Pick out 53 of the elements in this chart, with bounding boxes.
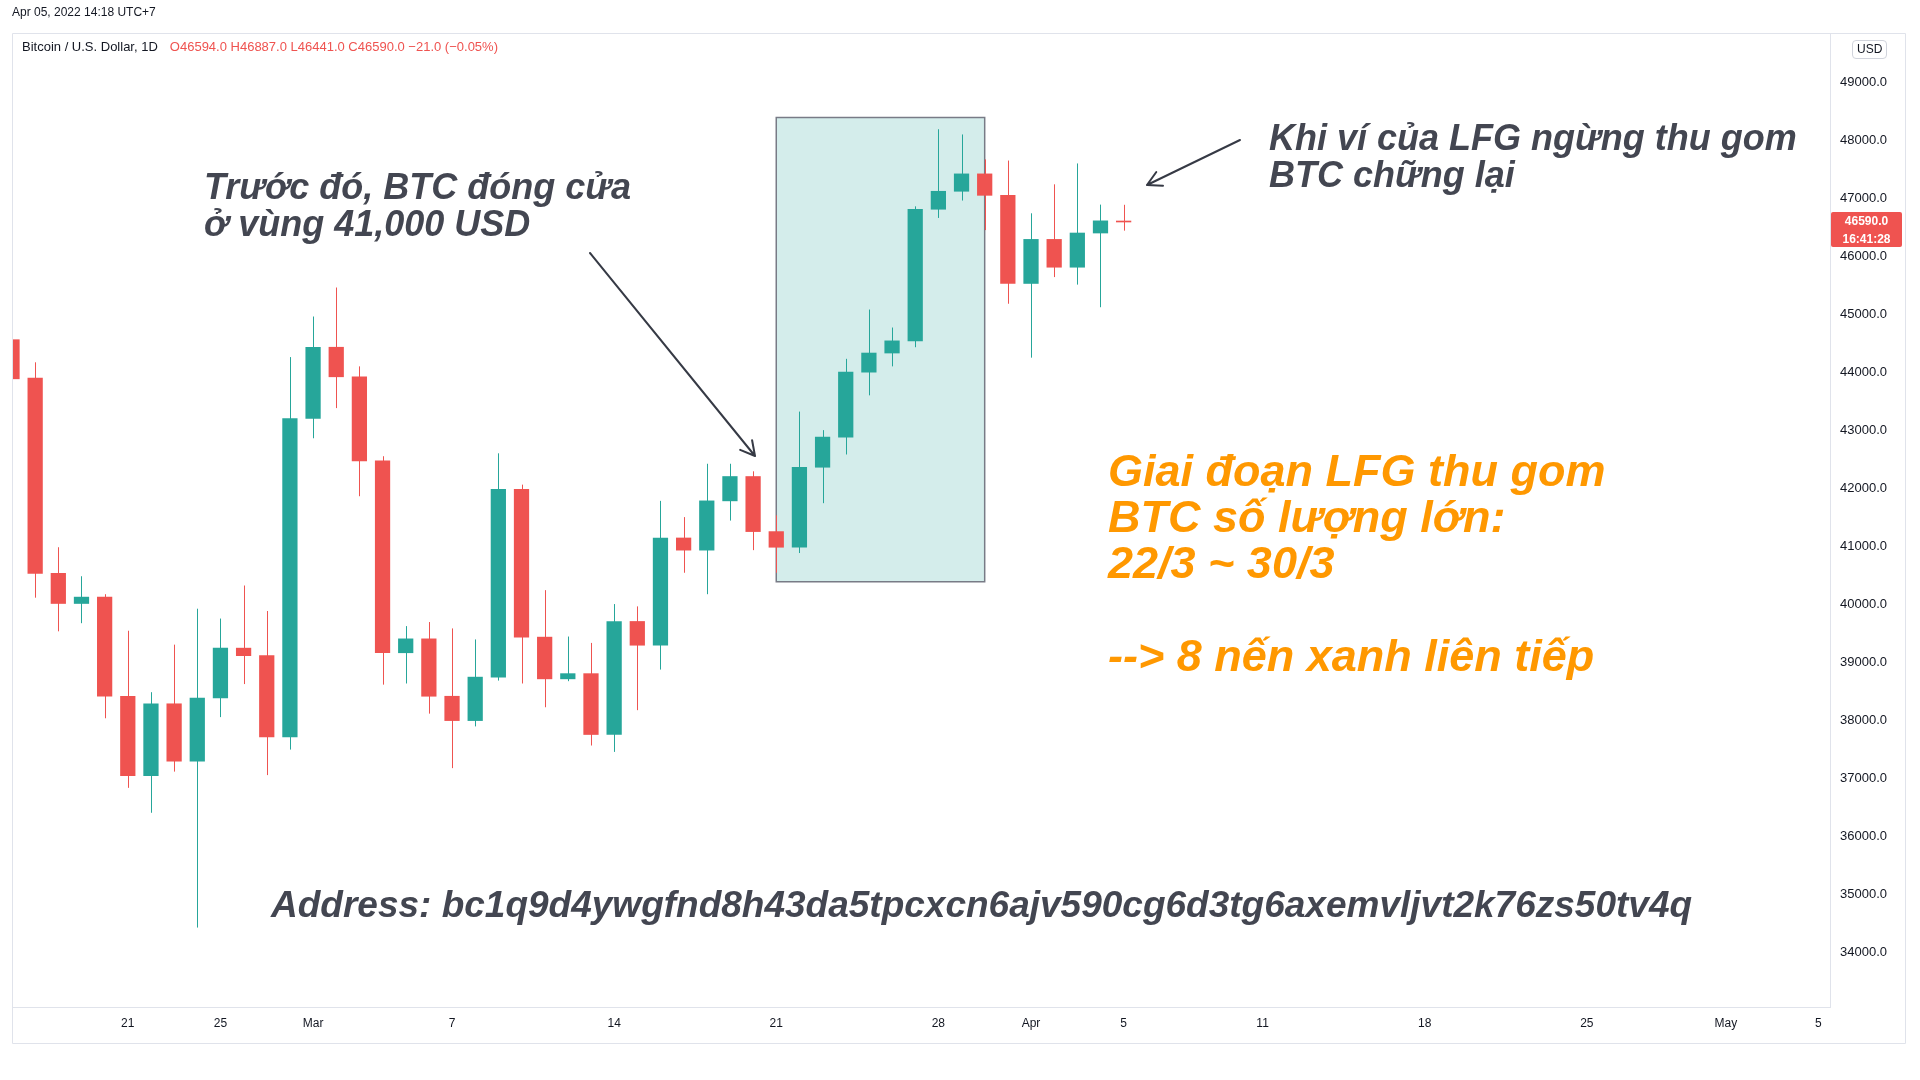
candlestick <box>861 309 877 396</box>
annotation: Khi ví của LFG ngừng thu gom BTC chững lại <box>1269 117 1797 195</box>
x-tick-label: Mar <box>302 1015 324 1030</box>
y-tick-label: 39000.0 <box>1840 653 1887 669</box>
y-tick-label: 48000.0 <box>1840 131 1887 147</box>
x-tick-label: 25 <box>213 1015 228 1030</box>
y-tick-label: 49000.0 <box>1840 73 1887 89</box>
candlestick <box>235 585 252 685</box>
x-tick-label: 11 <box>1256 1015 1270 1030</box>
y-tick-label: 42000.0 <box>1840 479 1887 495</box>
candlestick <box>1092 204 1109 308</box>
candlestick <box>930 128 946 219</box>
y-tick-label: 47000.0 <box>1840 189 1887 205</box>
y-tick-label: 34000.0 <box>1840 943 1887 959</box>
candlestick <box>768 514 784 574</box>
y-tick-label: 46000.0 <box>1840 247 1887 263</box>
annotation: Giai đoạn LFG thu gom BTC số lượng lớn: 22/3 ~ 30/3 <box>1108 445 1606 588</box>
text: 46590.0 <box>1831 212 1902 231</box>
x-tick-label: 5 <box>1120 1015 1128 1030</box>
y-tick-label: 36000.0 <box>1840 827 1887 843</box>
text: 16:41:28 <box>1831 231 1902 247</box>
text: O46594.0 H46887.0 L46441.0 C46590.0 −21.0 (−0.05%) <box>169 39 498 54</box>
candlestick <box>953 133 970 202</box>
y-tick-label: 40000.0 <box>1840 595 1887 611</box>
text: Apr 05, 2022 14:18 UTC+7 <box>12 5 156 19</box>
candlestick <box>884 327 900 367</box>
x-tick-label: 21 <box>121 1015 135 1030</box>
x-tick-label: 18 <box>1418 1015 1432 1030</box>
x-tick-label: 7 <box>448 1015 456 1030</box>
candlestick <box>560 636 576 682</box>
y-tick-label: 37000.0 <box>1840 769 1887 785</box>
x-tick-label: 28 <box>931 1015 946 1030</box>
text: Bitcoin / U.S. Dollar, 1D <box>22 39 158 54</box>
candlestick <box>675 516 692 574</box>
annotation: Trước đó, BTC đóng cửa ở vùng 41,000 USD <box>204 166 631 244</box>
candlestick <box>977 158 993 231</box>
y-tick-label: 44000.0 <box>1840 363 1887 379</box>
x-tick-label: 25 <box>1580 1015 1594 1030</box>
candlestick <box>73 575 90 624</box>
x-tick-label: 5 <box>1815 1015 1823 1030</box>
annotation: --> 8 nến xanh liên tiếp <box>1108 630 1595 681</box>
x-tick-label: Apr <box>1021 1015 1041 1030</box>
y-tick-label: 38000.0 <box>1840 711 1887 727</box>
candlestick <box>398 625 414 684</box>
annotation: Address: bc1q9d4ywgfnd8h43da5tpcxcn6ajv590cg6d3tg6axemvljvt2k76zs50tv4q <box>271 884 1693 926</box>
y-tick-label: 43000.0 <box>1840 421 1887 437</box>
y-tick-label: 35000.0 <box>1840 885 1887 901</box>
y-tick-label: 45000.0 <box>1840 305 1887 321</box>
x-tick-label: May <box>1714 1015 1738 1030</box>
y-tick-label: 41000.0 <box>1840 537 1887 553</box>
x-tick-label: 21 <box>769 1015 784 1030</box>
x-tick-label: 14 <box>607 1015 622 1030</box>
y-axis-title: USD <box>1852 40 1888 59</box>
